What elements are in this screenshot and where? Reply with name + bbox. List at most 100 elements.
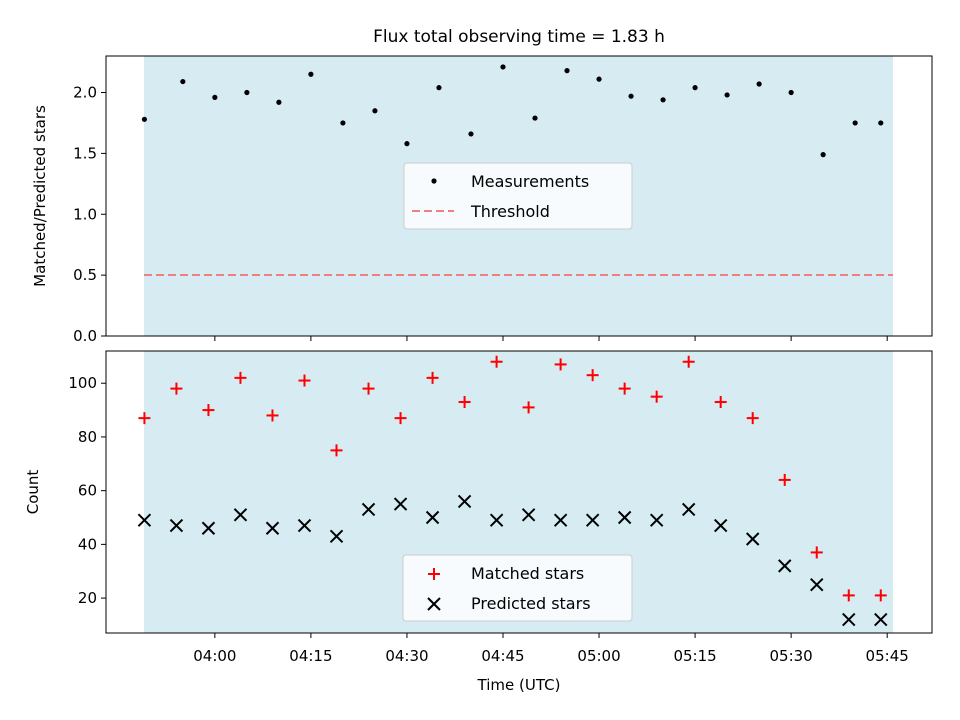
bottom-legend-box <box>402 554 633 622</box>
measurement-point <box>436 85 442 91</box>
predicted-star-point <box>297 518 312 533</box>
predicted-star-point <box>842 612 856 627</box>
predicted-star-point <box>233 508 248 522</box>
top-y-tick-label: 1.5 <box>73 144 97 162</box>
top-y-tick-label: 0.5 <box>73 266 97 284</box>
matched-star-point <box>874 589 887 602</box>
bottom-y-tick-label: 80 <box>78 428 97 446</box>
matched-star-point <box>714 396 727 409</box>
legend-predicted-marker <box>427 597 441 611</box>
top-y-ticks: 0.0 0.5 1.0 1.5 2.0 <box>73 84 106 345</box>
top-legend-box <box>403 162 633 230</box>
matched-star-point <box>778 473 791 486</box>
measurement-point <box>820 152 826 158</box>
bottom-y-ticks: 20 40 60 80 100 <box>68 374 106 607</box>
top-y-tick-label: 2.0 <box>73 84 97 102</box>
matched-star-point <box>394 412 407 425</box>
matched-star-point <box>234 371 247 384</box>
matched-star-point <box>586 369 599 382</box>
measurement-point <box>756 81 762 87</box>
measurement-point <box>308 71 314 77</box>
measurement-point <box>596 76 602 82</box>
top-y-tick-label: 1.0 <box>73 205 97 223</box>
matched-star-point <box>810 546 823 559</box>
bottom-x-ticks: 04:00 04:15 04:30 04:45 05:00 05:15 05:30 05:45 <box>193 633 909 665</box>
legend-measurements-label: Measurements <box>471 172 589 191</box>
matched-star-point <box>842 589 855 602</box>
predicted-star-point <box>553 513 568 527</box>
measurement-point <box>564 68 570 74</box>
measurement-point <box>852 120 858 126</box>
chart-title: Flux total observing time = 1.83 h <box>373 27 665 47</box>
matched-star-point <box>458 396 471 409</box>
matched-star-point <box>554 358 567 371</box>
measurement-point <box>141 116 148 122</box>
matched-star-point <box>202 404 215 417</box>
legend-matched-marker <box>428 568 440 580</box>
matched-star-point <box>170 382 183 395</box>
predicted-star-point <box>778 559 792 573</box>
predicted-star-point <box>265 521 280 535</box>
measurement-point <box>340 120 346 126</box>
matched-star-point <box>298 374 311 387</box>
matched-star-point <box>426 371 439 384</box>
measurement-point <box>788 89 794 96</box>
predicted-star-point <box>169 518 184 533</box>
x-tick-label: 05:00 <box>577 647 620 665</box>
matched-star-point <box>650 390 663 403</box>
bottom-y-tick-label: 40 <box>78 535 97 553</box>
bottom-y-tick-label: 60 <box>78 482 97 500</box>
matched-star-point <box>490 355 503 368</box>
bottom-points-group <box>137 355 888 627</box>
top-x-ticks <box>214 336 888 341</box>
predicted-star-point <box>713 518 728 533</box>
measurement-point <box>276 99 282 105</box>
legend-matched-label: Matched stars <box>471 564 584 583</box>
x-tick-label: 04:15 <box>289 647 332 665</box>
bottom-axes-frame <box>105 350 933 634</box>
predicted-star-point <box>617 510 632 525</box>
matched-star-point <box>266 409 279 422</box>
measurement-point <box>532 115 538 121</box>
measurement-point <box>660 97 666 103</box>
predicted-star-point <box>521 508 536 522</box>
bottom-y-tick-label: 20 <box>78 589 97 607</box>
predicted-star-point <box>393 497 408 511</box>
matched-star-point <box>330 444 343 457</box>
measurement-point <box>372 108 378 114</box>
predicted-star-point <box>649 513 664 527</box>
matched-star-point <box>138 412 151 425</box>
top-panel: 0.0 0.5 1.0 1.5 2.0 Flux total observing tim… <box>31 27 933 345</box>
predicted-star-point <box>746 532 760 546</box>
predicted-star-point <box>425 510 440 525</box>
top-y-axis-label: Matched/Predicted stars <box>31 105 49 287</box>
measurement-point <box>628 93 634 99</box>
matched-star-point <box>618 382 631 395</box>
x-axis-label: Time (UTC) <box>477 676 561 694</box>
x-tick-label: 05:15 <box>673 647 716 665</box>
bottom-y-axis-label: Count <box>24 470 42 515</box>
bottom-y-tick-label: 100 <box>68 374 97 392</box>
predicted-star-point <box>457 494 472 509</box>
predicted-star-point <box>329 529 344 544</box>
matched-star-point <box>362 382 375 395</box>
x-tick-label: 05:45 <box>866 647 909 665</box>
measurement-point <box>244 89 250 96</box>
measurement-point <box>724 92 730 98</box>
x-tick-label: 04:30 <box>385 647 428 665</box>
legend-threshold-label: Threshold <box>470 202 550 221</box>
measurement-point <box>404 141 410 147</box>
top-legend: Measurements Threshold <box>403 162 633 230</box>
measurement-point <box>468 131 474 137</box>
bottom-panel: 20 40 60 80 100 04:00 04:15 04:30 04:45 05:00 05:… <box>24 350 933 694</box>
top-axes-frame <box>105 55 933 337</box>
top-y-tick-label: 0.0 <box>73 327 97 345</box>
predicted-star-point <box>681 502 696 517</box>
measurement-point <box>180 78 186 85</box>
bottom-legend: Matched stars Predicted stars <box>402 554 633 622</box>
measurement-point <box>212 94 218 100</box>
predicted-star-point <box>361 502 376 517</box>
measurement-point <box>878 120 884 126</box>
predicted-star-point <box>489 513 504 527</box>
